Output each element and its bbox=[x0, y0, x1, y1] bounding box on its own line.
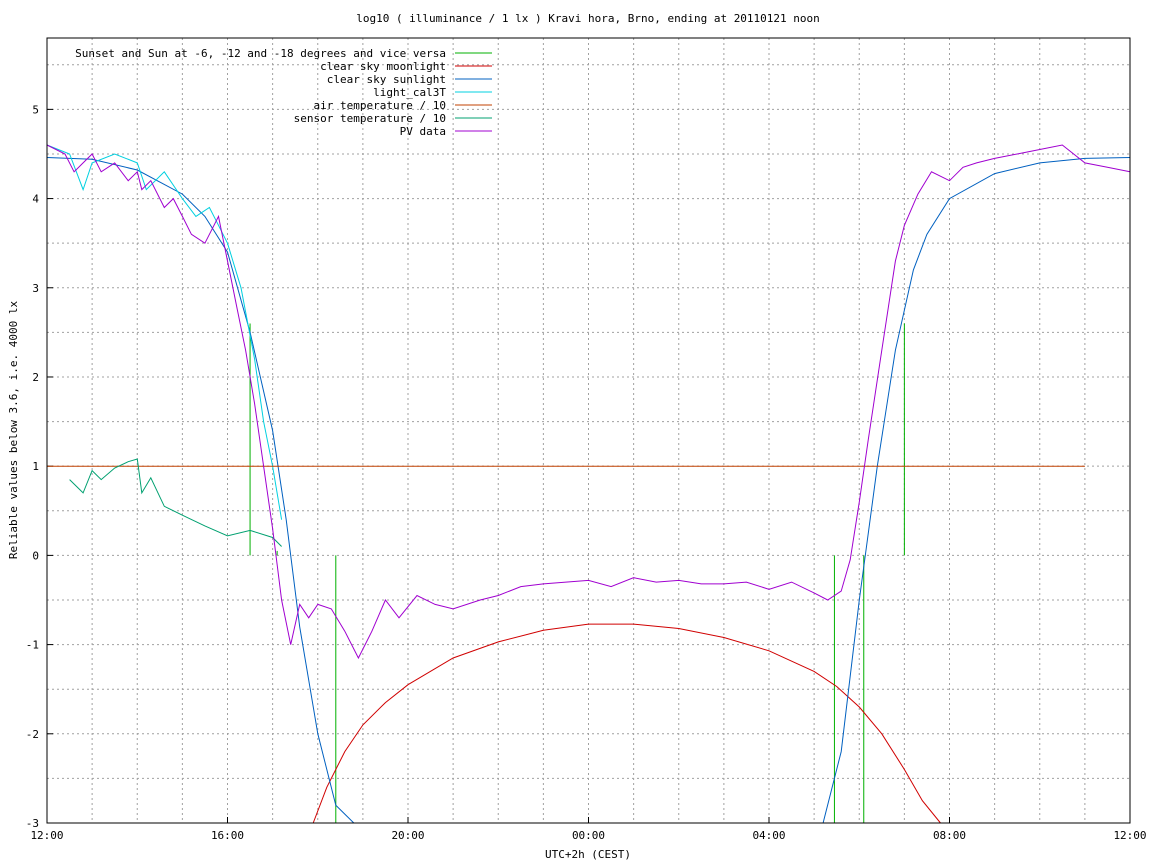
x-tick-label: 20:00 bbox=[391, 829, 424, 842]
y-tick-label: 1 bbox=[32, 460, 39, 473]
x-axis-label: UTC+2h (CEST) bbox=[545, 848, 631, 861]
series-pv-data bbox=[46, 144, 1131, 660]
legend-label: clear sky moonlight bbox=[320, 60, 446, 73]
legend-label: air temperature / 10 bbox=[314, 99, 446, 112]
y-tick-label: -1 bbox=[26, 639, 39, 652]
legend: Sunset and Sun at -6, -12 and -18 degree… bbox=[75, 47, 492, 138]
y-tick-label: -3 bbox=[26, 817, 39, 830]
series-sunset-and-sun-at-6-12-and-18-degrees-and-vice-versa bbox=[249, 323, 905, 823]
grid bbox=[47, 38, 1130, 823]
legend-label: sensor temperature / 10 bbox=[294, 112, 446, 125]
chart-title: log10 ( illuminance / 1 lx ) Kravi hora,… bbox=[356, 12, 820, 25]
x-tick-label: 04:00 bbox=[752, 829, 785, 842]
y-tick-label: 3 bbox=[32, 282, 39, 295]
series-sensor-temperature-10 bbox=[69, 458, 282, 547]
y-tick-label: 0 bbox=[32, 549, 39, 562]
y-tick-label: 2 bbox=[32, 371, 39, 384]
y-tick-label: 5 bbox=[32, 103, 39, 116]
legend-label: Sunset and Sun at -6, -12 and -18 degree… bbox=[75, 47, 446, 60]
legend-label: PV data bbox=[400, 125, 446, 138]
axis-ticks: 12:00 16:00 20:00 00:00 04:00 08:00 12:00-3-2-… bbox=[26, 103, 1147, 842]
y-tick-label: 4 bbox=[32, 193, 39, 206]
x-tick-label: 12:00 bbox=[1113, 829, 1146, 842]
legend-label: clear sky sunlight bbox=[327, 73, 446, 86]
plot-frame bbox=[46, 37, 1131, 824]
legend-label: light_cal3T bbox=[373, 86, 446, 99]
x-tick-label: 16:00 bbox=[211, 829, 244, 842]
y-tick-label: -2 bbox=[26, 728, 39, 741]
x-tick-label: 00:00 bbox=[572, 829, 605, 842]
y-axis-label: Reliable values below 3.6, i.e. 4000 lx bbox=[7, 300, 20, 559]
x-tick-label: 08:00 bbox=[933, 829, 966, 842]
series-light-cal3t bbox=[46, 144, 283, 520]
series-clear-sky-moonlight bbox=[312, 623, 941, 824]
x-tick-label: 12:00 bbox=[30, 829, 63, 842]
